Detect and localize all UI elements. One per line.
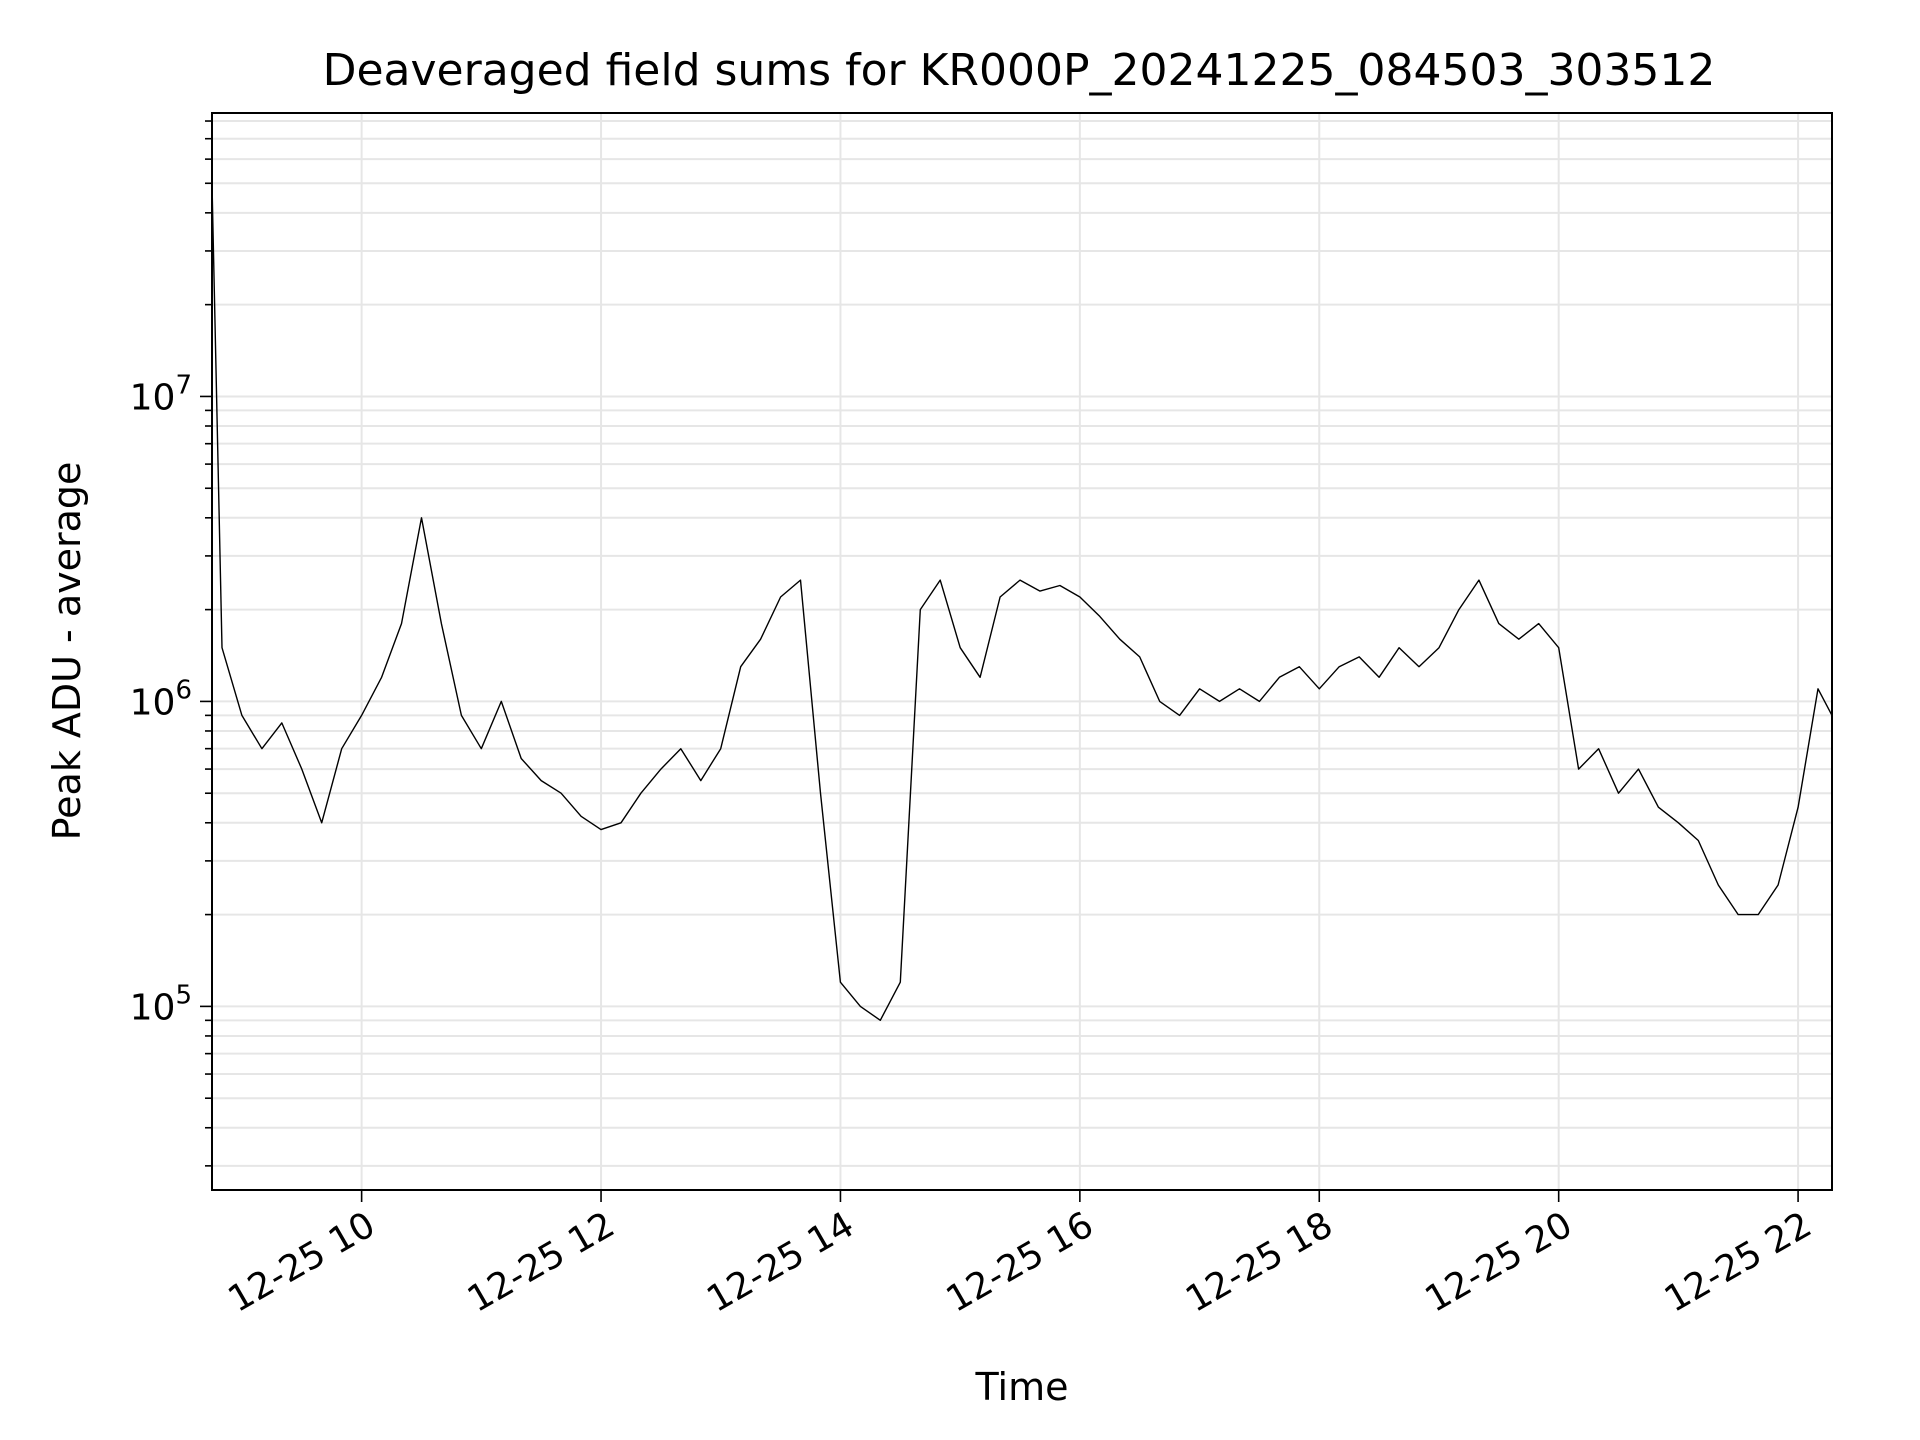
y-tick-label: 105	[130, 980, 192, 1028]
plot-frame	[211, 112, 1833, 1191]
axis-ticks	[200, 120, 1799, 1202]
series-line	[211, 183, 1833, 1021]
y-tick-labels: 105 106 107	[130, 370, 192, 1028]
plot-background	[212, 113, 1832, 1190]
y-axis-label: Peak ADU - average	[45, 462, 89, 841]
grid	[212, 113, 1832, 1190]
x-axis-label: Time	[975, 1365, 1069, 1409]
plot-area	[200, 112, 1833, 1202]
y-tick-label: 106	[130, 675, 192, 723]
y-tick-label: 107	[130, 370, 192, 418]
chart-title: Deaveraged field sums for KR000P_2024122…	[323, 45, 1716, 96]
